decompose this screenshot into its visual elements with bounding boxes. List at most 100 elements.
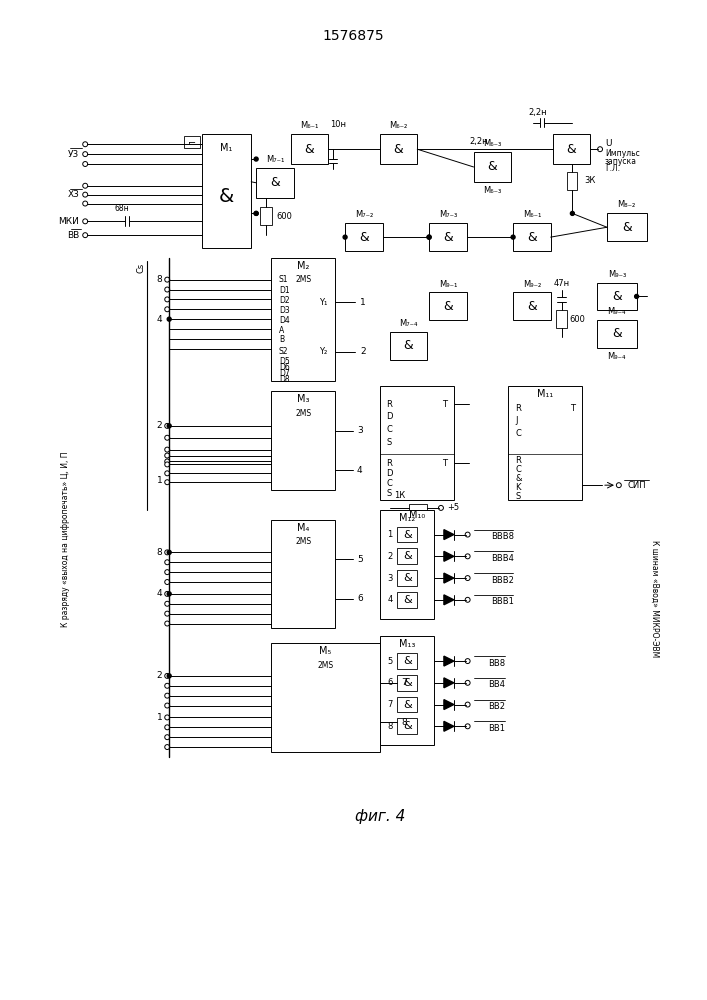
Text: ⌐: ⌐ [188, 137, 196, 147]
Text: D4: D4 [279, 316, 290, 325]
Text: M₃: M₃ [297, 394, 310, 404]
Circle shape [465, 597, 470, 602]
Text: M₁₀: M₁₀ [409, 510, 425, 520]
Circle shape [83, 192, 88, 197]
Text: 2: 2 [387, 552, 393, 561]
Text: 8: 8 [156, 548, 163, 557]
Text: Х3: Х3 [67, 190, 79, 199]
Circle shape [165, 277, 170, 282]
Circle shape [165, 703, 170, 708]
Bar [409, 504, 427, 512]
Polygon shape [444, 656, 454, 666]
Text: ВВВ8: ВВВ8 [491, 532, 515, 541]
Bar [271, 643, 380, 752]
Text: C: C [387, 425, 392, 434]
Text: C: C [515, 429, 521, 438]
Text: J: J [515, 416, 518, 425]
Text: 2MS: 2MS [295, 537, 311, 546]
Text: S: S [515, 492, 520, 501]
Text: D: D [387, 469, 393, 478]
Bar [513, 223, 551, 251]
Text: 2MS: 2MS [317, 661, 334, 670]
Text: S: S [387, 489, 392, 498]
Circle shape [438, 505, 443, 510]
Bar [429, 292, 467, 320]
Text: 600: 600 [276, 212, 292, 221]
Text: D2: D2 [279, 296, 289, 305]
Bar [429, 223, 467, 251]
Bar [397, 570, 417, 586]
Text: 4: 4 [357, 466, 363, 475]
Text: ВВВ4: ВВВ4 [491, 554, 514, 563]
Text: A: A [279, 326, 284, 335]
Circle shape [255, 211, 258, 215]
Circle shape [165, 611, 170, 616]
Circle shape [465, 532, 470, 537]
Text: M₉₋₁: M₉₋₁ [438, 280, 457, 289]
Text: ВВ: ВВ [67, 231, 79, 240]
Text: S2: S2 [279, 347, 288, 356]
Text: R: R [387, 400, 392, 409]
Circle shape [165, 693, 170, 698]
Bar [380, 386, 454, 500]
Bar [291, 134, 328, 164]
Text: U: U [605, 139, 612, 148]
Circle shape [165, 287, 170, 292]
Text: M₁: M₁ [221, 143, 233, 153]
Text: S1: S1 [279, 275, 288, 284]
Text: M₉₋₄: M₉₋₄ [607, 307, 626, 316]
Circle shape [165, 297, 170, 302]
Bar [397, 548, 417, 564]
Circle shape [165, 307, 170, 312]
Polygon shape [444, 530, 454, 540]
Text: &: & [515, 474, 522, 483]
Polygon shape [444, 678, 454, 688]
Text: M₅: M₅ [320, 646, 332, 656]
Text: 8: 8 [402, 718, 407, 727]
Text: 2,2н: 2,2н [469, 137, 488, 146]
Text: D8: D8 [279, 375, 289, 384]
Bar [260, 207, 272, 225]
Text: 2MS: 2MS [296, 275, 312, 284]
Circle shape [465, 724, 470, 729]
Text: 2: 2 [157, 671, 163, 680]
Circle shape [165, 621, 170, 626]
Text: Г.Л.: Г.Л. [605, 164, 620, 173]
Text: 68н: 68н [115, 204, 129, 213]
Bar [553, 134, 590, 164]
Bar [380, 134, 417, 164]
Text: M₆₋₁: M₆₋₁ [300, 121, 319, 130]
Text: R: R [515, 456, 521, 465]
Text: T: T [571, 404, 575, 413]
Circle shape [165, 453, 170, 458]
Circle shape [165, 447, 170, 452]
Text: R: R [515, 404, 521, 413]
Text: 3: 3 [357, 426, 363, 435]
Text: ВВ8: ВВ8 [489, 659, 506, 668]
Text: &: & [403, 551, 411, 561]
Text: &: & [404, 339, 413, 352]
Text: T: T [442, 400, 447, 409]
Polygon shape [444, 595, 454, 605]
Text: B: B [279, 335, 284, 344]
Text: +5: +5 [447, 503, 459, 512]
Text: M₇₋₁: M₇₋₁ [266, 155, 284, 164]
Circle shape [465, 680, 470, 685]
Text: &: & [270, 176, 280, 189]
Circle shape [83, 233, 88, 238]
Text: &: & [527, 231, 537, 244]
Circle shape [168, 317, 171, 321]
Text: Y₁: Y₁ [319, 298, 327, 307]
Circle shape [165, 715, 170, 720]
Circle shape [165, 591, 170, 596]
Text: 2: 2 [360, 347, 366, 356]
Bar [380, 510, 434, 619]
Circle shape [165, 462, 170, 467]
Text: S: S [387, 438, 392, 447]
Polygon shape [444, 551, 454, 561]
Bar [397, 527, 417, 542]
Text: D: D [387, 412, 393, 421]
Circle shape [83, 162, 88, 166]
Circle shape [165, 459, 170, 464]
Polygon shape [444, 721, 454, 731]
